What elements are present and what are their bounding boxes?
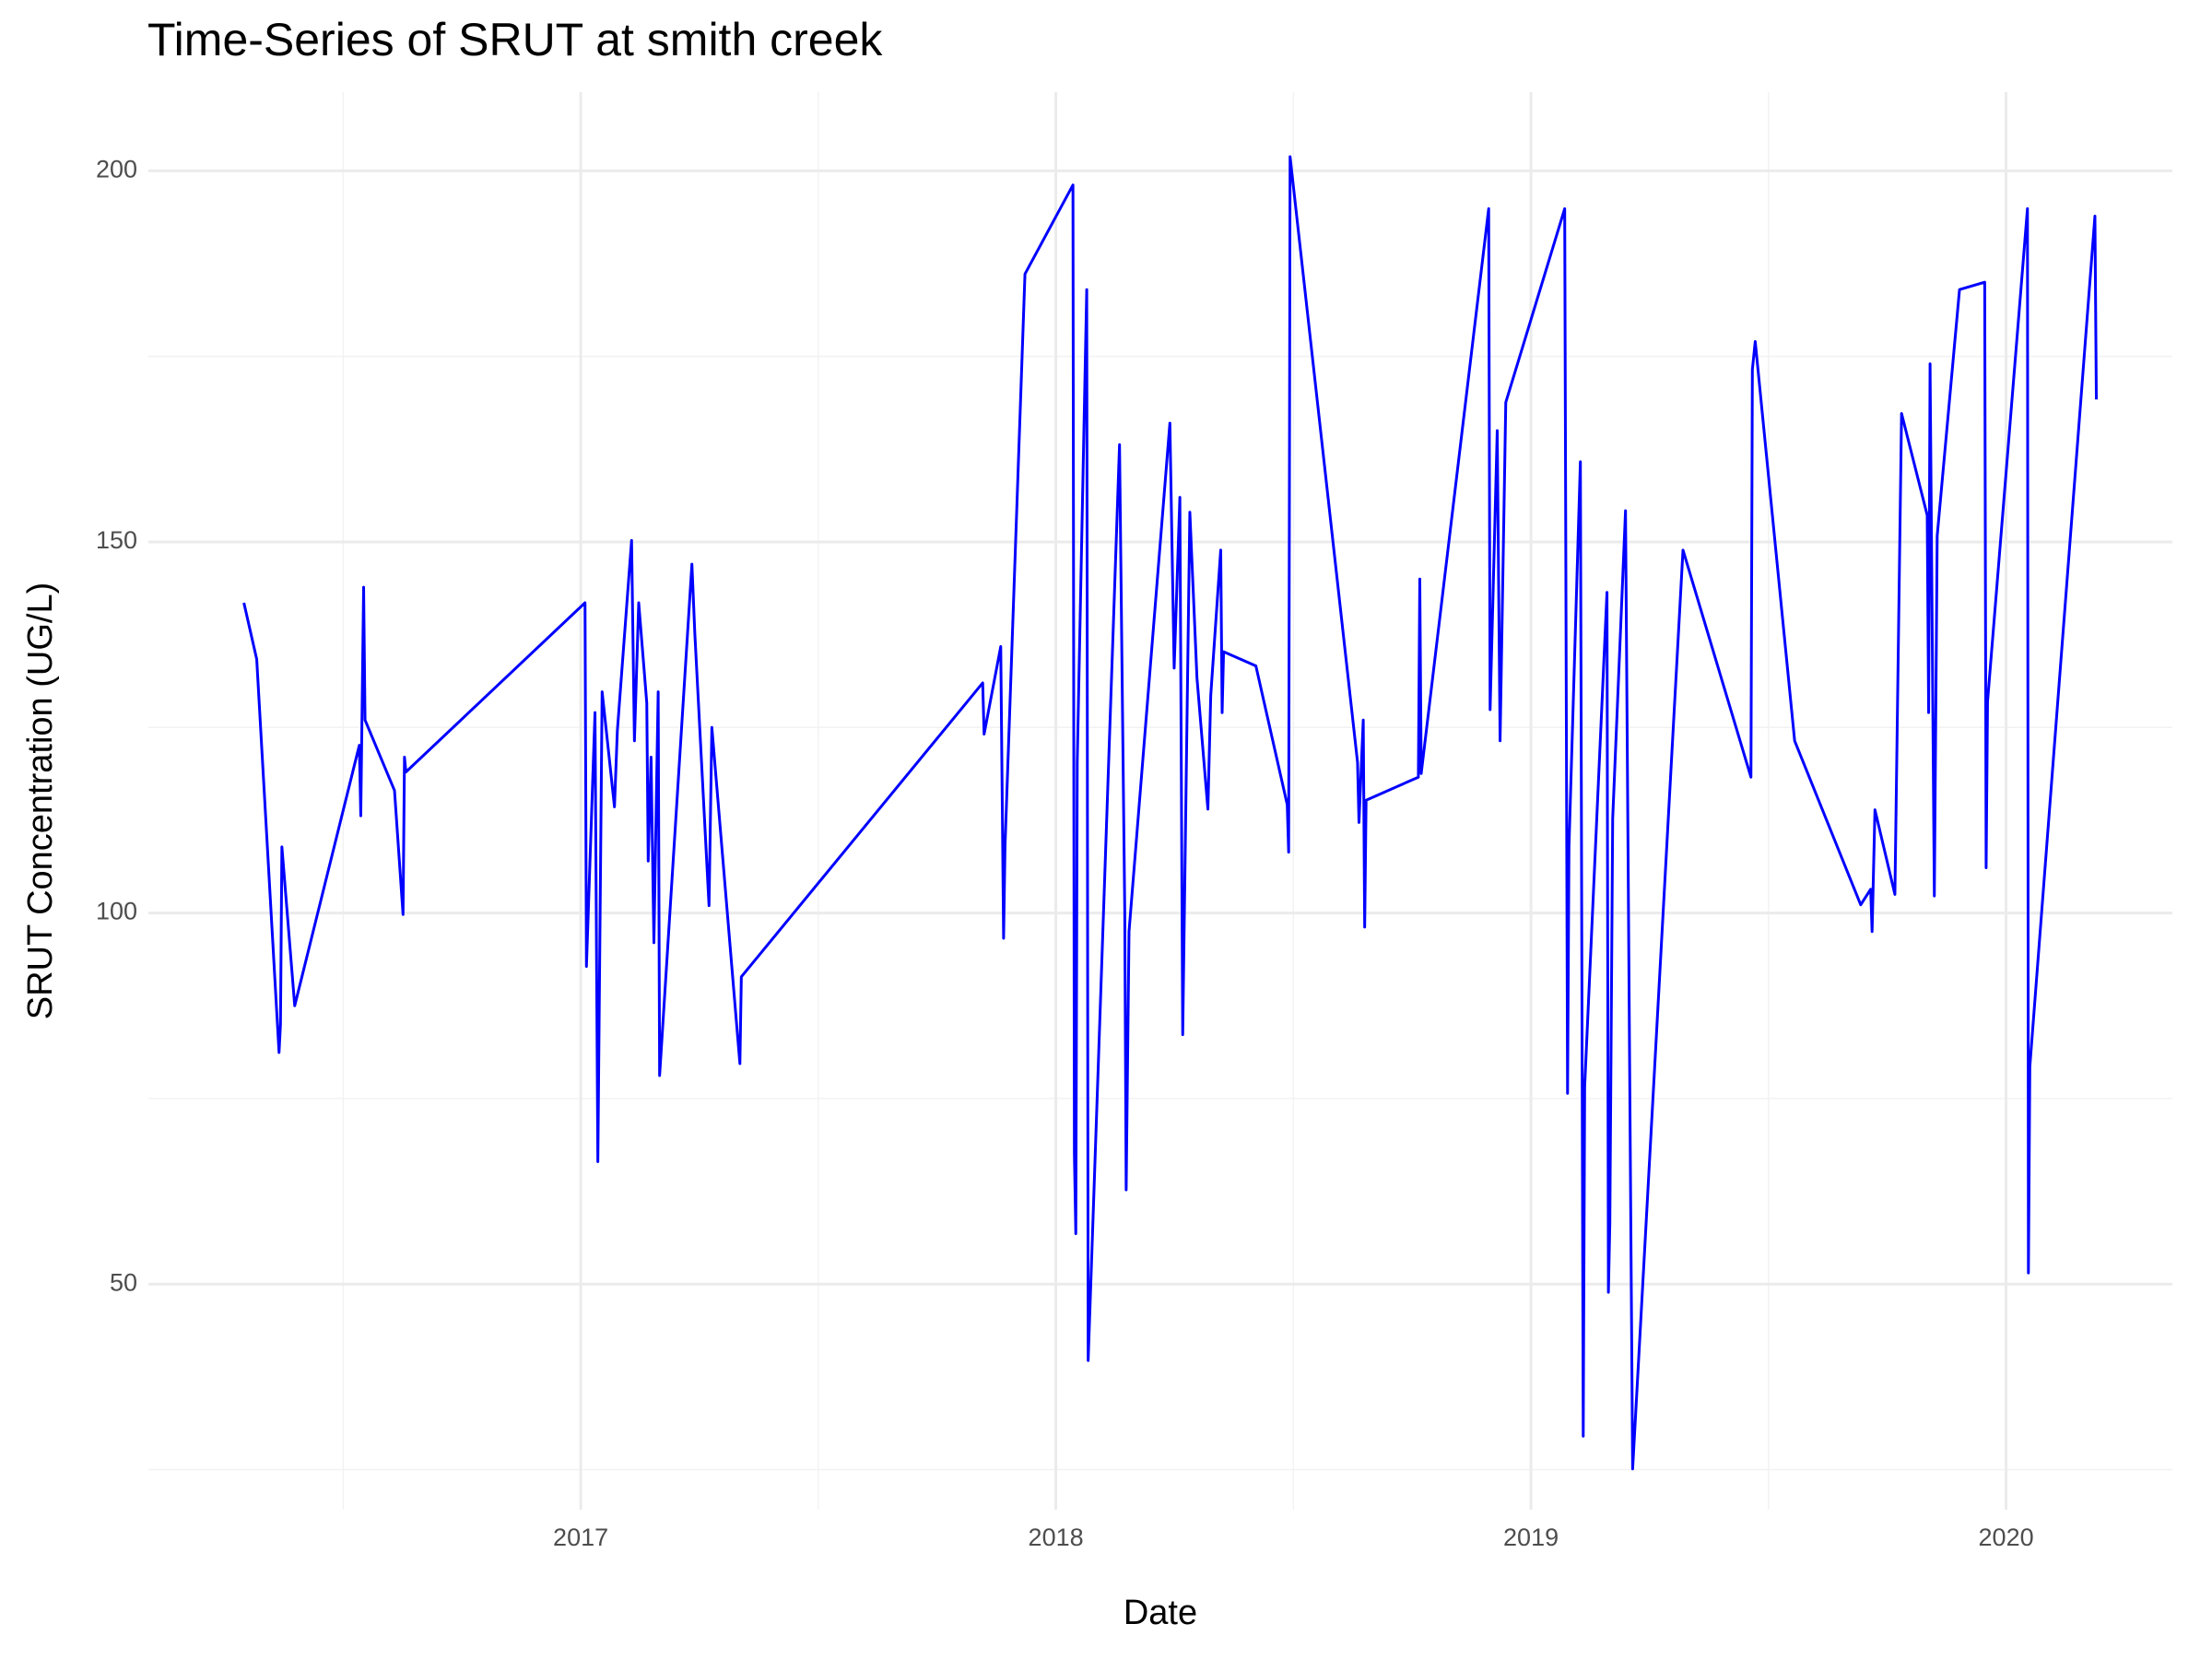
y-tick-label: 200 — [96, 155, 137, 182]
y-tick-label: 100 — [96, 898, 137, 925]
y-tick-label: 50 — [110, 1268, 137, 1296]
x-tick-label: 2019 — [1503, 1524, 1559, 1551]
x-tick-label: 2020 — [1979, 1524, 2034, 1551]
x-tick-label: 2017 — [553, 1524, 608, 1551]
data-line — [242, 155, 2099, 1471]
y-tick-label: 150 — [96, 526, 137, 554]
plot-area — [242, 155, 2099, 1471]
y-axis-title: SRUT Concentration (UG/L) — [21, 582, 60, 1019]
x-tick-label: 2018 — [1029, 1524, 1084, 1551]
x-axis-title: Date — [1124, 1594, 1197, 1632]
chart-title: Time-Series of SRUT at smith creek — [147, 14, 883, 65]
